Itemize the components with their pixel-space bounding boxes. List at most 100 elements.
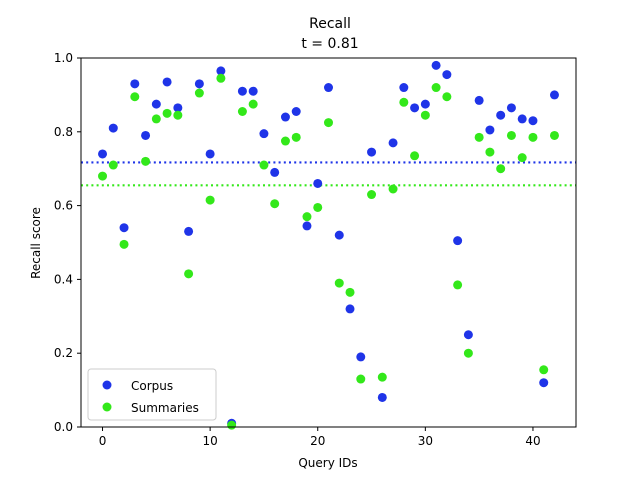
point-corpus-14: [248, 86, 258, 96]
point-corpus-28: [399, 83, 409, 93]
point-corpus-21: [324, 83, 333, 93]
x-tick-label: 0: [99, 434, 107, 448]
point-summaries-27: [388, 184, 398, 194]
point-summaries-2: [119, 239, 129, 249]
point-corpus-5: [151, 99, 161, 109]
point-corpus-17: [280, 112, 290, 122]
point-summaries-13: [237, 107, 247, 117]
point-summaries-36: [485, 147, 495, 157]
point-summaries-29: [410, 151, 420, 161]
point-summaries-17: [280, 136, 290, 146]
point-corpus-19: [302, 221, 312, 231]
point-corpus-26: [377, 392, 387, 402]
x-tick-label: 30: [418, 434, 433, 448]
point-summaries-23: [345, 287, 355, 297]
y-tick-label: 1.0: [54, 51, 73, 65]
x-axis-ticks: 0 10 20 30 40: [99, 427, 541, 448]
point-corpus-18: [291, 107, 301, 117]
point-summaries-28: [399, 97, 409, 107]
x-tick-label: 20: [310, 434, 325, 448]
point-summaries-11: [216, 73, 226, 83]
point-summaries-8: [184, 269, 194, 279]
point-corpus-34: [463, 330, 473, 340]
point-corpus-33: [453, 236, 463, 246]
point-corpus-36: [485, 125, 495, 135]
point-corpus-39: [517, 114, 527, 124]
point-corpus-20: [313, 178, 323, 188]
point-corpus-29: [410, 103, 420, 113]
data-points: [98, 60, 559, 430]
point-summaries-3: [130, 92, 140, 102]
legend-box: [87, 368, 217, 421]
point-corpus-9: [194, 79, 204, 89]
point-summaries-40: [528, 132, 538, 142]
point-corpus-13: [237, 86, 247, 96]
point-corpus-7: [173, 103, 183, 113]
legend-label-summaries: Summaries: [131, 401, 199, 415]
point-summaries-15: [259, 160, 269, 170]
y-axis-ticks: 0.0 0.2 0.4 0.6 0.8 1.0: [54, 51, 81, 434]
y-tick-label: 0.2: [54, 346, 73, 360]
point-corpus-27: [388, 138, 398, 148]
point-summaries-21: [324, 118, 333, 128]
point-corpus-40: [528, 116, 538, 126]
point-corpus-32: [442, 70, 452, 80]
point-summaries-25: [367, 190, 377, 200]
point-corpus-10: [205, 149, 215, 159]
point-summaries-33: [453, 280, 463, 290]
point-summaries-34: [463, 348, 473, 358]
point-summaries-19: [302, 212, 312, 222]
point-summaries-16: [270, 199, 280, 209]
plot-frame: [80, 57, 577, 428]
point-corpus-15: [259, 129, 269, 139]
chart-subtitle: t = 0.81: [301, 36, 358, 52]
point-corpus-4: [141, 130, 151, 140]
x-tick-label: 40: [525, 434, 540, 448]
point-summaries-14: [248, 99, 258, 109]
legend-marker-summaries: [102, 402, 112, 412]
point-summaries-7: [173, 110, 183, 120]
point-corpus-31: [431, 60, 441, 70]
point-summaries-9: [194, 88, 204, 98]
point-corpus-22: [334, 230, 344, 240]
point-summaries-5: [151, 114, 161, 124]
y-tick-label: 0.0: [54, 420, 73, 434]
point-corpus-30: [420, 99, 430, 109]
mean-lines: [81, 161, 576, 187]
point-summaries-42: [549, 130, 559, 140]
point-corpus-16: [270, 167, 280, 177]
point-summaries-4: [141, 156, 151, 166]
point-summaries-38: [506, 130, 516, 140]
point-summaries-37: [496, 164, 506, 174]
legend-marker-corpus: [102, 380, 112, 390]
y-tick-label: 0.4: [54, 272, 73, 286]
point-summaries-41: [539, 365, 549, 375]
point-corpus-11: [216, 66, 226, 76]
point-corpus-3: [130, 79, 140, 89]
point-summaries-24: [356, 374, 366, 384]
point-corpus-8: [184, 226, 194, 236]
point-summaries-22: [334, 278, 344, 288]
point-corpus-41: [539, 378, 549, 388]
point-summaries-30: [420, 110, 430, 120]
point-summaries-1: [108, 160, 118, 170]
point-corpus-42: [549, 90, 559, 100]
point-summaries-20: [313, 202, 323, 212]
point-corpus-35: [474, 95, 484, 105]
chart-title: Recall: [309, 16, 351, 32]
point-corpus-23: [345, 304, 355, 314]
point-summaries-18: [291, 132, 301, 142]
y-tick-label: 0.6: [54, 199, 73, 213]
legend: Corpus Summaries: [87, 368, 217, 421]
legend-label-corpus: Corpus: [131, 379, 173, 393]
point-corpus-2: [119, 223, 129, 233]
point-summaries-10: [205, 195, 215, 205]
point-corpus-37: [496, 110, 506, 120]
point-summaries-39: [517, 153, 527, 163]
point-summaries-31: [431, 83, 441, 93]
point-corpus-24: [356, 352, 366, 362]
point-corpus-1: [108, 123, 118, 133]
point-corpus-6: [162, 77, 172, 87]
point-summaries-32: [442, 92, 452, 102]
